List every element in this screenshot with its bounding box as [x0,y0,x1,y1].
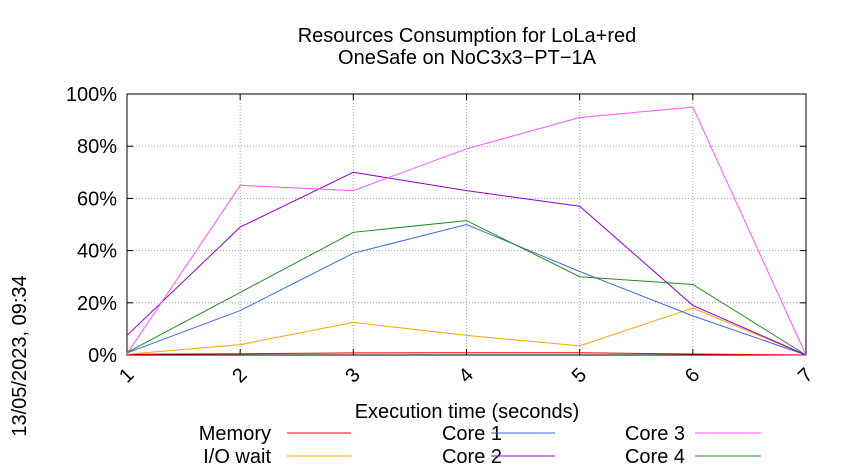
series-line-core-1 [126,223,807,356]
series-line-memory [126,352,807,356]
legend-label: Core 4 [625,446,685,468]
y-tick-label: 100% [66,84,117,106]
chart-title: Resources Consumption for LoLa+redOneSaf… [298,25,637,69]
x-axis-label: Execution time (seconds) [355,401,580,423]
x-tick-label: 2 [228,364,251,387]
legend-label: Core 2 [442,446,502,468]
x-tick-label: 3 [341,364,364,387]
series-line-core-3 [126,106,807,356]
x-tick-label: 7 [794,364,817,387]
y-tick-label: 60% [77,188,117,210]
legend-label: I/O wait [203,446,271,468]
y-tick-label: 0% [88,345,117,367]
legend-label: Core 1 [442,423,502,445]
series-line-core-2 [126,171,807,356]
y-axis: 0% 20% 40% 60% 80% 100% [66,84,806,367]
x-tick-label: 6 [681,364,704,387]
title-line: OneSafe on NoC3x3−PT−1A [338,47,597,69]
legend-label: Core 3 [625,423,685,445]
title-line: Resources Consumption for LoLa+red [298,25,637,47]
series [126,106,807,356]
x-tick-label: 4 [455,364,478,387]
y-tick-label: 20% [77,293,117,315]
y-tick-label: 40% [77,241,117,263]
x-tick-label: 1 [115,364,138,387]
grid [127,94,806,355]
y-tick-label: 80% [77,136,117,158]
series-line-core-4 [126,220,807,356]
x-tick-label: 5 [568,364,591,387]
legend-label: Memory [199,423,271,445]
series-line-i-o-wait [126,307,807,356]
timestamp-label: 13/05/2023, 09:34 [9,275,31,436]
